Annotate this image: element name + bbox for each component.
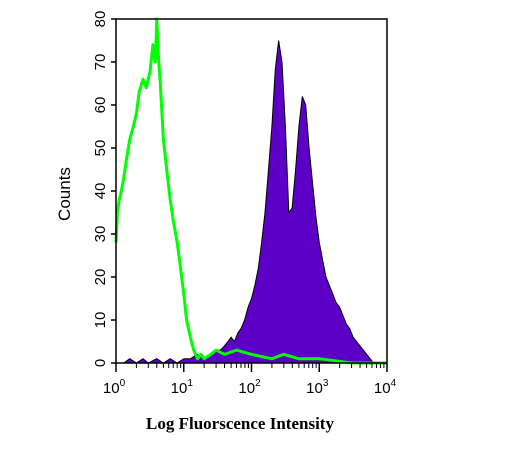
y-tick-label: 50	[92, 140, 109, 157]
x-tick-label: 101	[171, 378, 194, 397]
y-tick-label: 0	[92, 359, 109, 367]
y-axis: 0 10 20 30 40 50 60 70 80	[92, 11, 116, 367]
y-tick-label: 70	[92, 54, 109, 71]
series-filled-histogram	[122, 40, 377, 364]
y-tick-label: 80	[92, 11, 109, 28]
x-axis: 100 101 102 103 104	[103, 363, 397, 397]
y-tick-label: 40	[92, 183, 109, 200]
y-tick-label: 30	[92, 226, 109, 243]
x-tick-label: 100	[103, 378, 126, 397]
y-tick-label: 60	[92, 97, 109, 114]
x-axis-label: Log Fluorscence Intensity	[146, 414, 334, 433]
y-axis-label: Counts	[55, 167, 74, 221]
x-tick-label: 103	[306, 378, 329, 397]
y-tick-label: 10	[92, 312, 109, 329]
x-tick-label: 102	[238, 378, 261, 397]
y-tick-label: 20	[92, 269, 109, 286]
x-tick-label: 104	[374, 378, 397, 397]
plot-area	[114, 17, 388, 365]
series-line-histogram	[114, 17, 387, 365]
